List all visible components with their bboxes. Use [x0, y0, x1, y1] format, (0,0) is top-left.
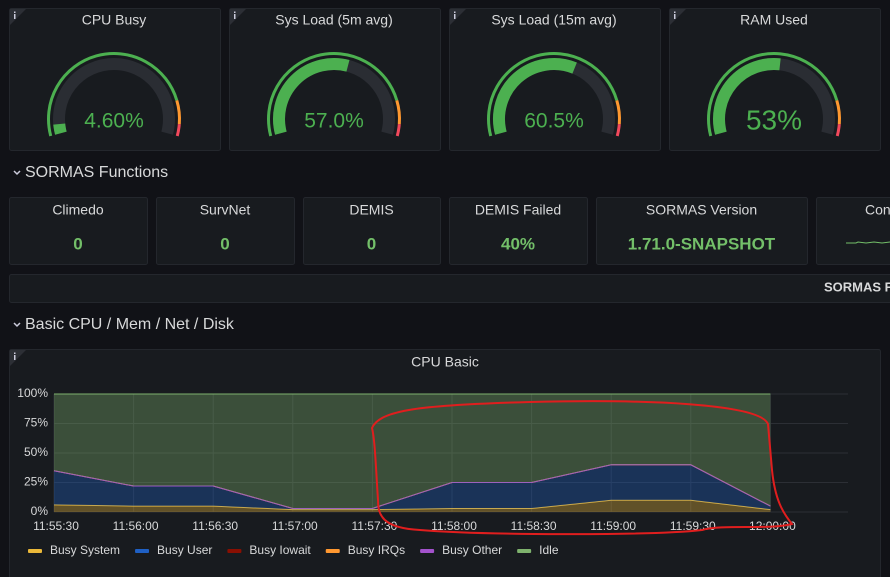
stat-title: Con — [865, 202, 890, 218]
x-tick-label: 11:58:00 — [431, 519, 477, 533]
panel — [9, 197, 148, 265]
legend-label: Idle — [539, 543, 559, 557]
info-icon — [674, 11, 676, 13]
threshold-band — [175, 99, 181, 125]
x-tick-label: 11:56:00 — [113, 519, 159, 533]
info-icon — [454, 14, 456, 19]
panel — [449, 197, 588, 265]
legend-label: Busy User — [157, 543, 212, 557]
legend-swatch — [135, 549, 150, 553]
threshold-band — [47, 52, 179, 137]
banner-text: SORMAS F — [824, 279, 890, 294]
annotation — [370, 400, 794, 536]
panel — [156, 197, 295, 265]
gauge-value — [53, 123, 67, 135]
threshold-band — [835, 99, 841, 125]
stat-value: 0 — [220, 234, 229, 253]
y-tick-label: 0% — [31, 504, 49, 518]
legend-swatch — [517, 549, 532, 553]
x-tick-label: 11:58:30 — [511, 519, 557, 533]
panel — [816, 197, 890, 265]
threshold-band — [395, 123, 401, 137]
threshold-band — [267, 52, 399, 137]
stat-value: 40% — [501, 234, 535, 253]
gauge-label: 57.0% — [304, 110, 364, 133]
row-title[interactable]: SORMAS Functions — [25, 164, 168, 181]
x-tick-label: 11:57:00 — [272, 519, 318, 533]
stat-title: DEMIS Failed — [475, 202, 561, 218]
threshold-band — [175, 123, 181, 137]
x-tick-label: 11:55:30 — [33, 519, 79, 533]
legend-swatch — [227, 549, 242, 553]
threshold-band — [707, 52, 839, 137]
gauge-value — [273, 58, 350, 135]
gauge-track — [53, 58, 175, 135]
legend-label: Busy Iowait — [249, 543, 311, 557]
gauge-title: Sys Load (15m avg) — [491, 12, 616, 28]
area — [54, 464, 771, 510]
info-icon — [14, 14, 16, 19]
line — [53, 464, 771, 509]
info-icon — [14, 11, 16, 13]
y-tick-label: 75% — [24, 416, 48, 430]
stat-value: 1.71.0-SNAPSHOT — [628, 234, 776, 253]
area — [54, 394, 771, 509]
legend-swatch — [28, 549, 42, 553]
info-icon — [674, 14, 676, 19]
threshold-band — [615, 123, 621, 137]
threshold-band — [615, 99, 621, 125]
gauge-title: RAM Used — [740, 12, 808, 28]
chart: 0% 25% 50% 75% 100% 11:55:30 11:56:00 11:56:30 1… — [17, 386, 848, 557]
panel — [303, 197, 441, 265]
gauge-title: CPU Busy — [82, 12, 147, 28]
stat-title: SORMAS Version — [646, 202, 757, 218]
gauge-label: 60.5% — [524, 110, 584, 133]
stat-value: 0 — [367, 234, 376, 253]
stat-title: DEMIS — [349, 202, 393, 218]
chart-title: CPU Basic — [411, 354, 479, 370]
info-icon — [234, 14, 236, 19]
legend-label: Busy System — [50, 543, 120, 557]
threshold-band — [395, 99, 401, 125]
info-icon — [14, 352, 16, 354]
y-tick-label: 25% — [24, 475, 48, 489]
panel — [9, 274, 890, 303]
y-tick-label: 100% — [17, 386, 48, 400]
panel — [9, 349, 881, 577]
threshold-band — [835, 123, 841, 137]
y-tick-label: 50% — [24, 445, 48, 459]
info-icon — [234, 11, 236, 13]
gauge-label: 4.60% — [84, 110, 144, 133]
line — [53, 499, 771, 511]
threshold-band — [487, 52, 619, 137]
legend-label: Busy Other — [442, 543, 502, 557]
legend-swatch — [325, 549, 340, 553]
legend-label: Busy IRQs — [348, 543, 405, 557]
row-title[interactable]: Basic CPU / Mem / Net / Disk — [25, 316, 235, 333]
stat-value: 0 — [73, 234, 82, 253]
chevron[interactable] — [13, 322, 21, 328]
gauge-title: Sys Load (5m avg) — [275, 12, 393, 28]
x-tick-label: 11:57:30 — [351, 519, 397, 533]
panel — [596, 197, 808, 265]
x-tick-label: 11:56:30 — [192, 519, 238, 533]
gauge-value — [493, 58, 577, 135]
gauge-label: 53% — [746, 104, 802, 135]
area — [54, 500, 771, 512]
info-icon — [454, 11, 456, 13]
info-icon — [14, 355, 16, 360]
chevron[interactable] — [13, 170, 21, 176]
stat-title: Climedo — [52, 202, 104, 218]
x-tick-label: 11:59:00 — [590, 519, 636, 533]
gauge-value — [713, 58, 781, 135]
sparkline — [846, 241, 890, 244]
stat-title: SurvNet — [200, 202, 251, 218]
legend-swatch — [420, 549, 435, 553]
